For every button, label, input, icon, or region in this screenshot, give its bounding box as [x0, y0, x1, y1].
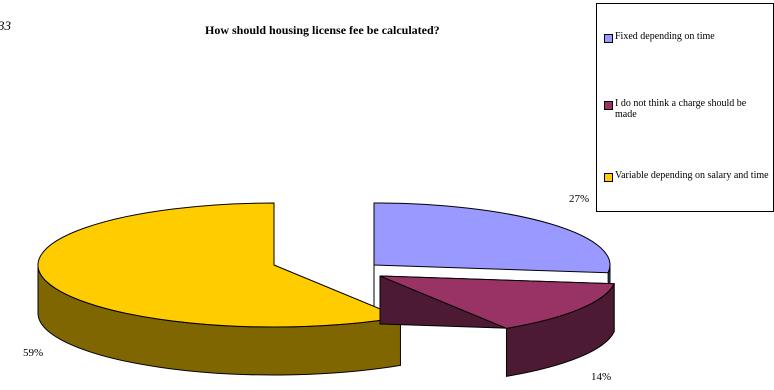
legend-swatch-variable	[604, 173, 613, 182]
pie-slice-no-charge	[379, 275, 615, 377]
figure-number: 33	[0, 18, 11, 33]
legend-label-fixed: Fixed depending on time	[615, 31, 715, 42]
chart-legend: Fixed depending on time I do not think a…	[596, 3, 774, 212]
pie-label-no-charge: 14%	[591, 371, 611, 383]
chart-title: How should housing license fee be calcul…	[205, 23, 440, 37]
pie-slice-variable-top	[37, 202, 403, 328]
legend-label-no-charge: I do not think a charge should be made	[615, 98, 747, 120]
pie-slice-variable	[37, 202, 403, 376]
legend-item-fixed: Fixed depending on time	[604, 31, 770, 43]
pie-slice-no-charge-top	[379, 275, 615, 329]
legend-item-variable: Variable depending on salary and time	[604, 170, 770, 182]
legend-item-no-charge: I do not think a charge should be made	[604, 98, 770, 120]
pie-label-fixed: 27%	[569, 193, 589, 205]
legend-label-variable: Variable depending on salary and time	[615, 170, 769, 181]
legend-swatch-fixed	[604, 34, 613, 43]
legend-swatch-no-charge	[604, 101, 613, 110]
pie-slice-fixed-top	[373, 202, 611, 274]
pie-label-variable: 59%	[23, 347, 43, 359]
